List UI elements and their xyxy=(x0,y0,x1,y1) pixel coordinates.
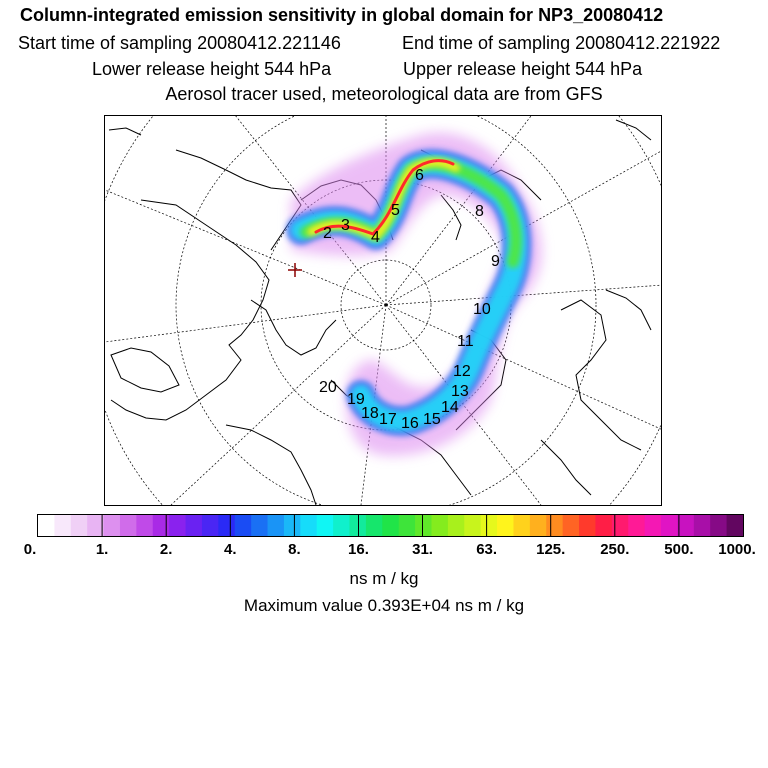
colorbar-swatch xyxy=(480,515,498,536)
tracer-info-label: Aerosol tracer used, meteorological data… xyxy=(165,84,603,104)
track-label: 6 xyxy=(415,167,424,184)
colorbar-tick-label: 1. xyxy=(95,541,109,558)
colorbar-swatch xyxy=(447,515,465,536)
colorbar-swatch xyxy=(726,515,743,536)
colorbar-tick-label: 1000. xyxy=(718,541,756,558)
colorbar-swatch xyxy=(546,515,564,536)
colorbar-swatch xyxy=(103,515,121,536)
track-label: 9 xyxy=(491,253,500,270)
start-time-label: Start time of sampling 20080412.221146 xyxy=(18,33,341,53)
track-label: 20 xyxy=(319,379,337,396)
colorbar-swatch xyxy=(300,515,318,536)
colorbar-swatch xyxy=(611,515,629,536)
colorbar-swatch xyxy=(267,515,285,536)
colorbar-swatch xyxy=(579,515,597,536)
colorbar-swatch xyxy=(283,515,301,536)
track-label: 10 xyxy=(473,301,491,318)
end-time-label: End time of sampling 20080412.221922 xyxy=(402,33,721,53)
colorbar-swatch xyxy=(251,515,269,536)
colorbar-tick-label: 500. xyxy=(664,541,694,558)
track-label: 11 xyxy=(457,333,474,350)
colorbar-swatch xyxy=(628,515,646,536)
colorbar-tick-label: 0. xyxy=(23,541,37,558)
colorbar-swatch xyxy=(513,515,531,536)
colorbar-tick-label: 250. xyxy=(600,541,630,558)
track-label: 3 xyxy=(341,217,350,234)
max-value-label: Maximum value 0.393E+04 ns m / kg xyxy=(243,596,525,615)
track-label: 18 xyxy=(361,405,379,422)
colorbar-swatch xyxy=(415,515,433,536)
lower-release-label: Lower release height 544 hPa xyxy=(92,59,332,79)
colorbar-swatch xyxy=(382,515,400,536)
colorbar-swatch xyxy=(644,515,662,536)
colorbar-swatch xyxy=(710,515,728,536)
colorbar-swatch xyxy=(185,515,203,536)
colorbar-swatch xyxy=(431,515,449,536)
colorbar-tick-label: 2. xyxy=(159,541,173,558)
colorbar-swatch xyxy=(595,515,613,536)
track-label: 2 xyxy=(323,225,332,242)
track-label: 15 xyxy=(423,411,441,428)
colorbar-tick-label: 63. xyxy=(476,541,498,558)
colorbar-swatch xyxy=(365,515,383,536)
colorbar-swatch xyxy=(398,515,416,536)
colorbar-swatch xyxy=(562,515,580,536)
track-label: 14 xyxy=(441,399,459,416)
colorbar-tick-label: 8. xyxy=(288,541,301,558)
track-label: 8 xyxy=(475,203,484,220)
upper-release-label: Upper release height 544 hPa xyxy=(403,59,643,79)
colorbar-swatch xyxy=(201,515,219,536)
plume-red xyxy=(314,159,455,236)
colorbar-swatch xyxy=(152,515,170,536)
colorbar-tick-label: 4. xyxy=(224,541,237,558)
colorbar-swatch xyxy=(316,515,334,536)
track-label: 17 xyxy=(379,411,397,428)
colorbar-swatch xyxy=(529,515,547,536)
colorbar-tick-label: 125. xyxy=(536,541,566,558)
colorbar-swatch xyxy=(677,515,695,536)
track-label: 12 xyxy=(453,363,471,380)
colorbar-tick-label: 16. xyxy=(348,541,369,558)
colorbar-swatch xyxy=(136,515,154,536)
units-label: ns m / kg xyxy=(349,569,419,588)
colorbar-swatch xyxy=(234,515,252,536)
colorbar-swatch xyxy=(54,515,72,536)
colorbar-swatch xyxy=(169,515,187,536)
track-label: 13 xyxy=(451,383,469,400)
track-label: 16 xyxy=(401,415,419,432)
colorbar-swatch xyxy=(333,515,351,536)
colorbar xyxy=(37,514,744,537)
colorbar-swatch xyxy=(497,515,515,536)
colorbar-swatch xyxy=(38,515,55,536)
colorbar-swatch xyxy=(661,515,679,536)
colorbar-swatch xyxy=(464,515,482,536)
track-label: 19 xyxy=(347,391,365,408)
release-location-marker xyxy=(288,263,302,277)
plot-title: Column-integrated emission sensitivity i… xyxy=(20,5,664,25)
emission-sensitivity-map: 2 3 4 5 6 8 9 10 11 12 13 14 15 16 17 18 19 20 xyxy=(104,115,662,506)
colorbar-tick-label: 31. xyxy=(412,541,433,558)
colorbar-swatch xyxy=(119,515,137,536)
track-label: 5 xyxy=(391,202,400,219)
colorbar-swatch xyxy=(693,515,711,536)
track-label: 4 xyxy=(371,229,380,246)
colorbar-swatch xyxy=(70,515,88,536)
colorbar-swatch xyxy=(87,515,105,536)
colorbar-swatch xyxy=(218,515,236,536)
